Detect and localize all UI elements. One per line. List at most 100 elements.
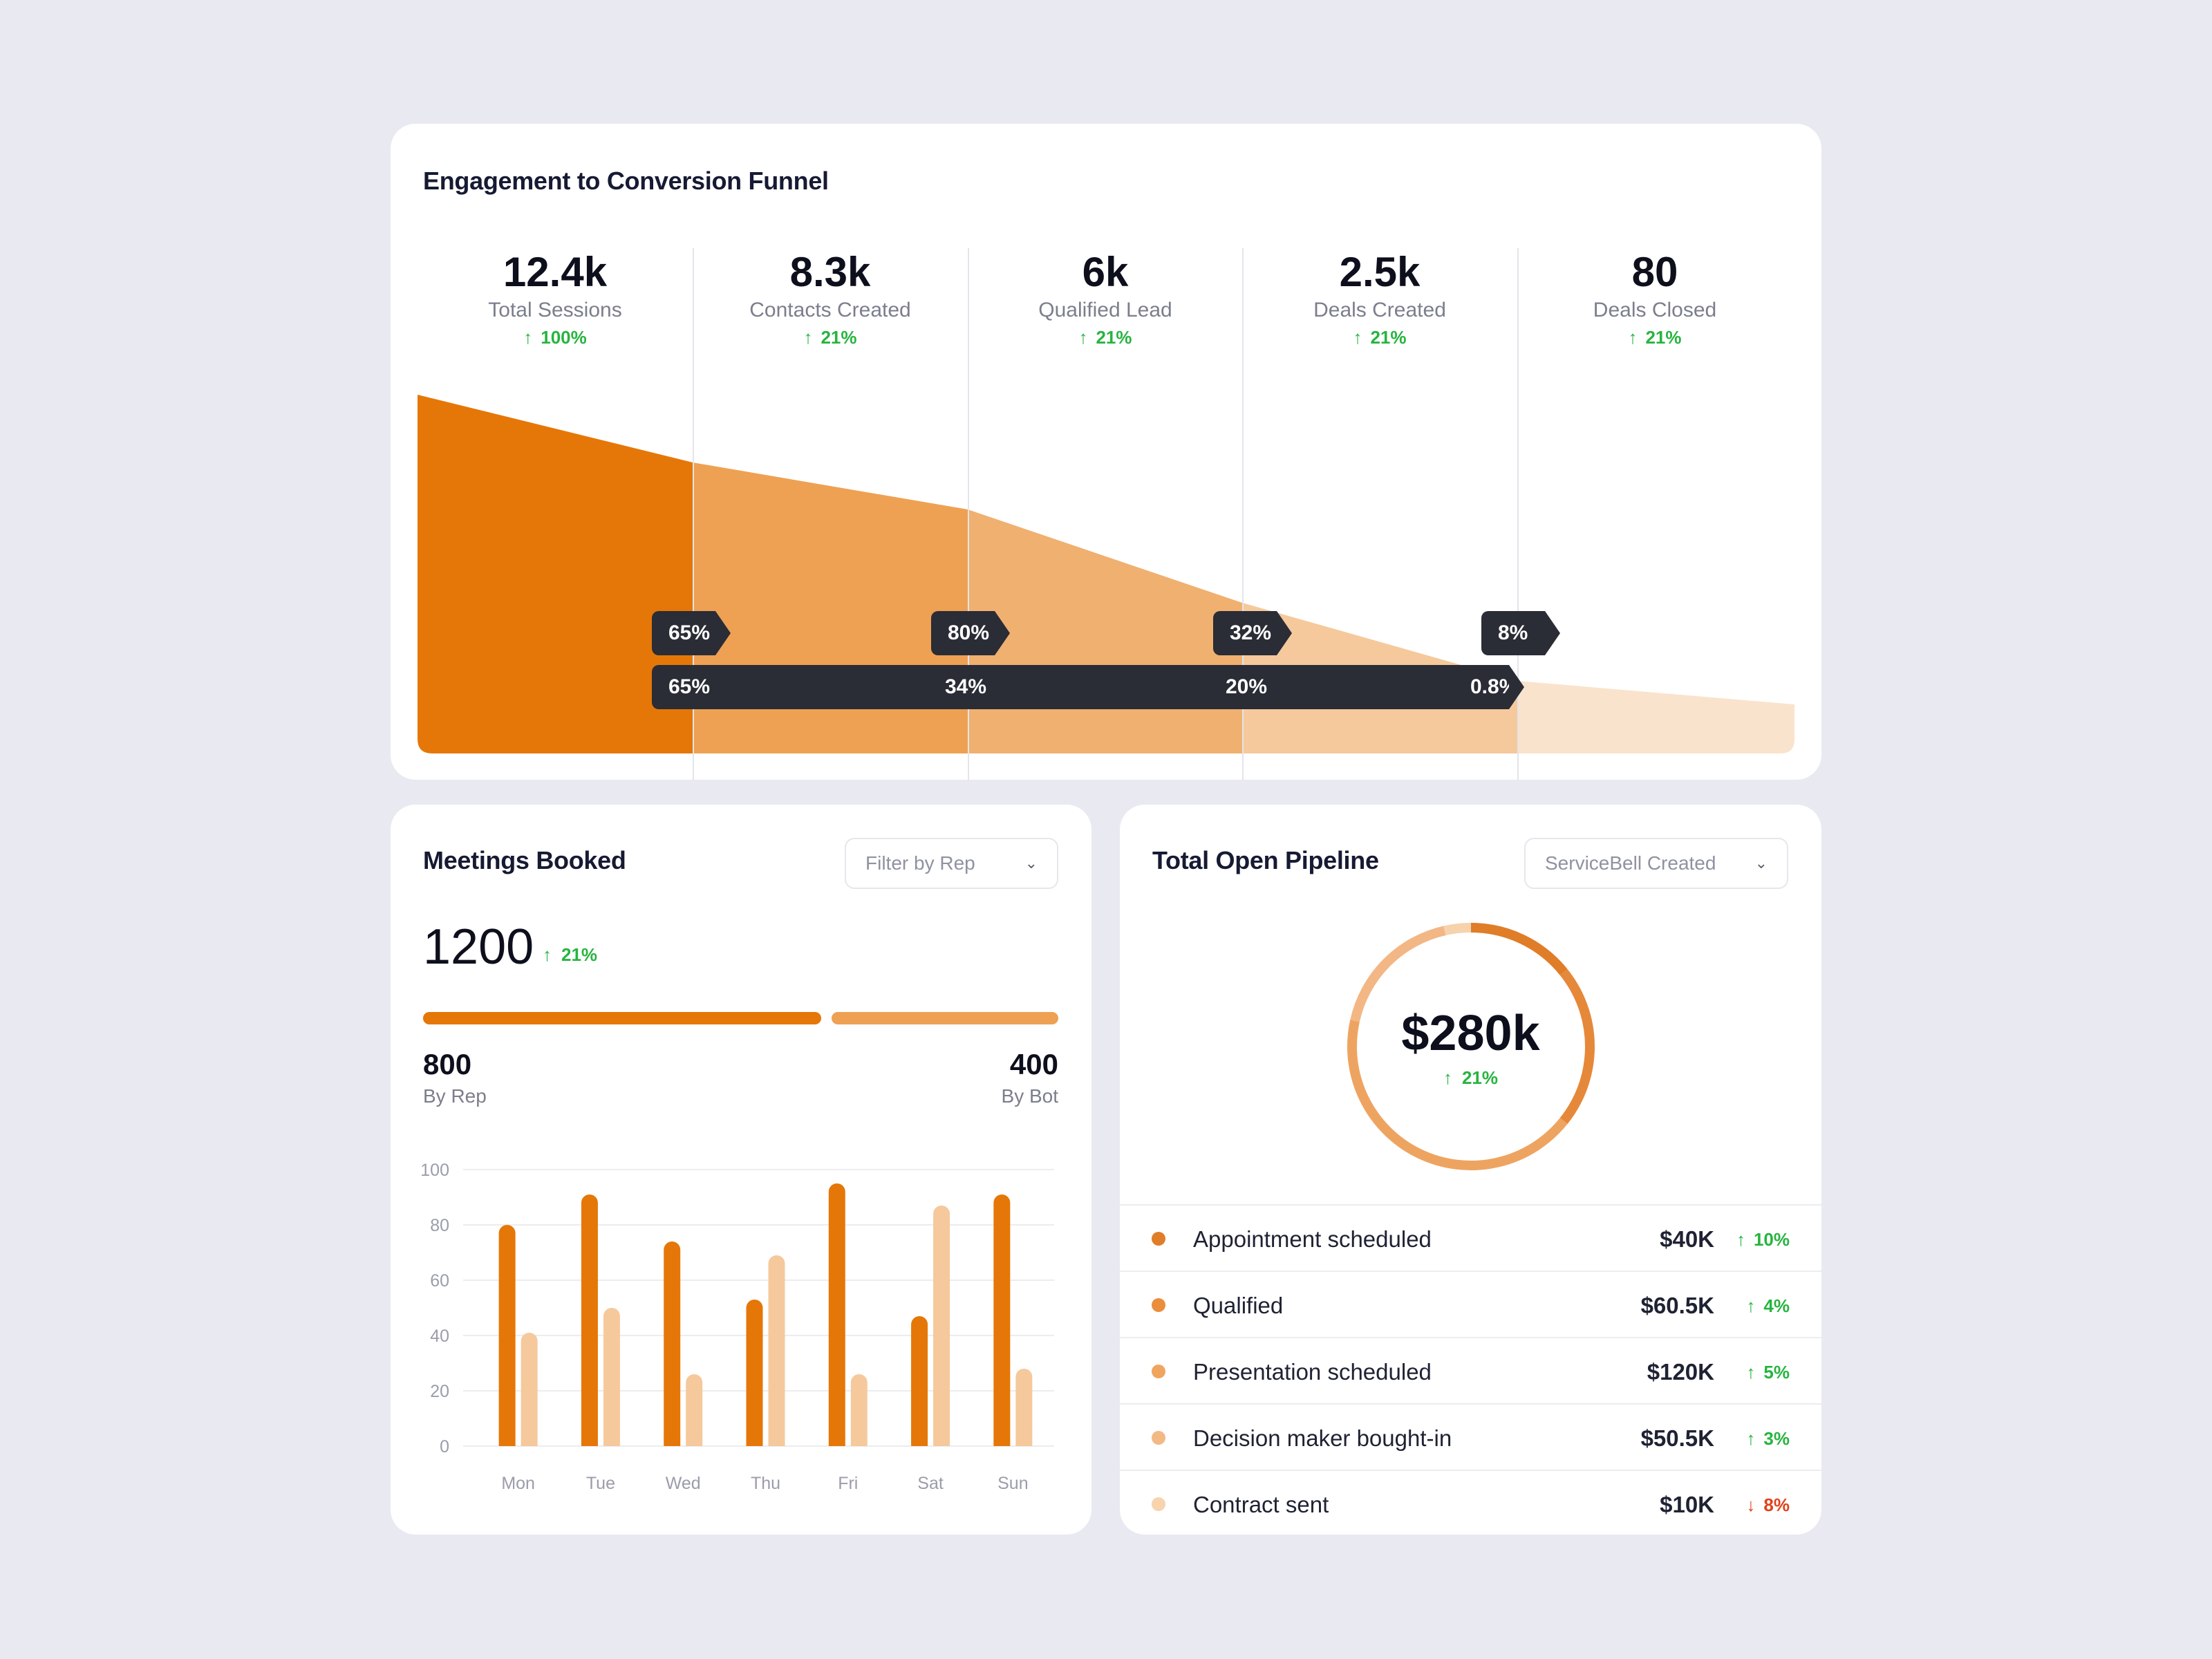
stage-change-value: 21%	[1096, 327, 1132, 348]
stage-value: 2.5k	[1339, 249, 1421, 295]
arrow-up-icon: ↑	[543, 944, 552, 965]
by-rep-label: By Rep	[423, 1085, 487, 1107]
pipeline-title: Total Open Pipeline	[1152, 846, 1379, 874]
bar	[993, 1194, 1011, 1446]
step-rate-tag: 80%	[931, 611, 1010, 655]
cumulative-rate: 20%	[1226, 675, 1268, 698]
stage-delta-value: 10%	[1753, 1229, 1790, 1250]
funnel-area-total-sessions	[418, 395, 693, 753]
funnel-divider	[1517, 248, 1519, 780]
stage-delta-value: 4%	[1763, 1295, 1790, 1316]
pipeline-row-contract-sent[interactable]: Contract sent $10K ↓ 8%	[1120, 1470, 1821, 1535]
pipeline-row-decision-maker[interactable]: Decision maker bought-in $50.5K ↑ 3%	[1120, 1403, 1821, 1470]
stage-change: ↑ 21%	[1242, 327, 1517, 348]
bar	[1015, 1369, 1033, 1446]
pipeline-change: ↑ 21%	[1120, 1067, 1821, 1089]
bar	[933, 1206, 950, 1446]
stage-label: Deals Closed	[1593, 299, 1717, 321]
meetings-bar-chart: 0 20 40 60 80 100 Mon Tue Wed Thu Fri Sat Sun	[420, 1161, 1054, 1493]
funnel-area-contacts-created	[693, 462, 968, 753]
donut-segment	[1443, 923, 1472, 936]
bar-base	[498, 1438, 516, 1446]
pipeline-change-value: 21%	[1461, 1067, 1499, 1088]
stage-change-value: 21%	[1370, 327, 1407, 348]
cumulative-rate: 65%	[668, 675, 711, 698]
x-tick-label: Thu	[751, 1474, 780, 1493]
y-tick-label: 20	[430, 1382, 449, 1401]
x-tick-label: Wed	[666, 1474, 701, 1493]
donut-segment	[1470, 923, 1568, 975]
stage-dot	[1152, 1298, 1165, 1312]
funnel-divider	[1242, 248, 1244, 780]
y-tick-label: 40	[430, 1327, 449, 1346]
bar	[686, 1374, 703, 1446]
step-rate-tag: 8%	[1481, 611, 1560, 655]
stage-deals-created: 2.5k Deals Created ↑ 21%	[1242, 248, 1517, 348]
pipeline-row-presentation-scheduled[interactable]: Presentation scheduled $120K ↑ 5%	[1120, 1337, 1821, 1403]
bar	[746, 1300, 763, 1446]
y-tick-label: 60	[430, 1271, 449, 1291]
by-bot-label: By Bot	[1001, 1085, 1058, 1107]
step-rate-tag: 32%	[1213, 611, 1292, 655]
by-rep-value: 800	[423, 1048, 472, 1080]
x-tick-label: Tue	[586, 1474, 615, 1493]
y-tick-label: 100	[420, 1161, 449, 1180]
donut-segment	[1347, 1020, 1568, 1170]
stage-label: Qualified	[1193, 1293, 1284, 1318]
chevron-down-icon: ⌄	[1754, 854, 1768, 872]
stage-amount: $10K	[1660, 1492, 1714, 1517]
stage-value: 80	[1631, 249, 1678, 295]
stage-value: 6k	[1082, 249, 1129, 295]
meetings-change-value: 21%	[561, 944, 598, 965]
stage-amount: $60.5K	[1640, 1293, 1714, 1318]
pipeline-donut	[1347, 923, 1595, 1170]
stage-label: Total Sessions	[488, 299, 622, 321]
donut-segment	[1559, 968, 1595, 1125]
stage-change-value: 21%	[821, 327, 857, 348]
arrow-up-icon: ↑	[523, 327, 533, 348]
pipeline-source-dropdown[interactable]: ServiceBell Created ⌄	[1524, 838, 1788, 889]
bar	[521, 1333, 538, 1446]
bar-base	[521, 1438, 538, 1446]
bar-base	[850, 1438, 868, 1446]
arrow-up-icon: ↑	[1736, 1229, 1745, 1250]
stage-dot	[1152, 1431, 1165, 1445]
stage-delta: ↑ 4%	[1721, 1295, 1790, 1317]
funnel-card: Engagement to Conversion Funnel 12.4k To…	[391, 124, 1821, 780]
funnel-title: Engagement to Conversion Funnel	[423, 167, 829, 195]
bar-base	[828, 1438, 845, 1446]
stage-label: Deals Created	[1313, 299, 1446, 321]
y-tick-label: 0	[440, 1437, 449, 1456]
bar	[664, 1241, 681, 1446]
stage-contacts-created: 8.3k Contacts Created ↑ 21%	[693, 248, 968, 348]
filter-by-rep-dropdown[interactable]: Filter by Rep ⌄	[845, 838, 1058, 889]
stage-deals-closed: 80 Deals Closed ↑ 21%	[1517, 248, 1792, 348]
chevron-down-icon: ⌄	[1024, 854, 1038, 872]
bar	[603, 1308, 620, 1446]
stage-label: Decision maker bought-in	[1193, 1425, 1452, 1451]
x-tick-label: Fri	[838, 1474, 858, 1493]
donut-segment	[1350, 926, 1446, 1022]
arrow-up-icon: ↑	[1746, 1295, 1756, 1316]
pipeline-row-qualified[interactable]: Qualified $60.5K ↑ 4%	[1120, 1271, 1821, 1337]
stage-label: Appointment scheduled	[1193, 1226, 1432, 1252]
pipeline-row-appointment-scheduled[interactable]: Appointment scheduled $40K ↑ 10%	[1120, 1204, 1821, 1271]
y-tick-label: 80	[430, 1216, 449, 1235]
cumulative-rate-bar: 65% 34% 20% 0.8%	[652, 665, 1524, 709]
bar-base	[746, 1438, 763, 1446]
stage-label: Qualified Lead	[1038, 299, 1172, 321]
bar	[498, 1225, 516, 1446]
arrow-up-icon: ↑	[1443, 1067, 1452, 1088]
stage-change: ↑ 21%	[1517, 327, 1792, 348]
by-rep-bar	[423, 1012, 821, 1024]
bar-base	[911, 1438, 928, 1446]
stage-dot	[1152, 1365, 1165, 1378]
stage-value: 8.3k	[789, 249, 871, 295]
stage-value: 12.4k	[503, 249, 608, 295]
arrow-up-icon: ↑	[1746, 1362, 1756, 1382]
funnel-divider	[968, 248, 969, 780]
x-tick-label: Sat	[917, 1474, 944, 1493]
x-tick-label: Sun	[997, 1474, 1028, 1493]
funnel-corner	[418, 739, 432, 753]
stage-dot	[1152, 1497, 1165, 1511]
